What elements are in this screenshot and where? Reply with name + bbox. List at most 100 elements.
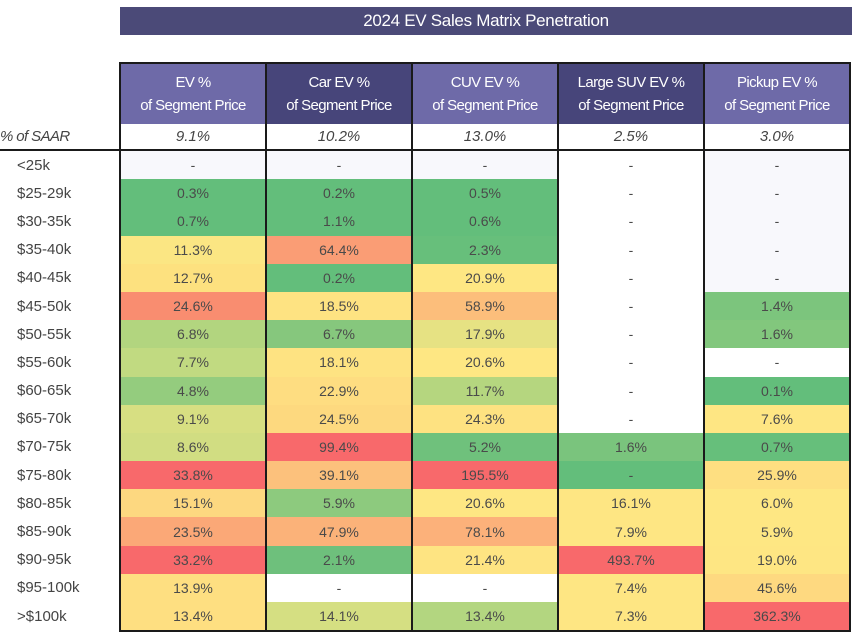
column-header-line2: of Segment Price xyxy=(578,97,684,114)
price-band-label: $90-95k xyxy=(0,545,120,574)
heatmap-cell-large-suv: 7.9% xyxy=(557,517,704,546)
table-row: $45-50k 24.6% 18.5% 58.9% -1.4% xyxy=(0,291,851,321)
heatmap-cell-pickup: 362.3% xyxy=(703,602,851,633)
heatmap-cell-large-suv: 493.7% xyxy=(557,545,704,574)
heatmap-cell-pickup: 45.6% xyxy=(703,573,851,602)
table-row: $60-65k 4.8% 22.9% 11.7% -0.1% xyxy=(0,376,851,405)
table-row: $90-95k 33.2% 2.1% 21.4% 493.7% 19.0% xyxy=(0,545,851,574)
heatmap-cell-pickup: - xyxy=(703,348,851,377)
column-header-large-suv: Large SUV EV % of Segment Price xyxy=(557,62,704,124)
heatmap-cell-ev: 4.8% xyxy=(119,376,266,405)
heatmap-cell-large-suv: 7.4% xyxy=(557,573,704,602)
table-row: $70-75k 8.6% 99.4% 5.2% 1.6% 0.7% xyxy=(0,432,851,462)
heatmap-cell-large-suv: - xyxy=(557,461,704,490)
heatmap-cell-car: 0.2% xyxy=(265,263,412,292)
heatmap-cell-cuv: 20.6% xyxy=(411,489,558,518)
heatmap-cell-large-suv: - xyxy=(557,320,704,349)
heatmap-cell-cuv: 20.9% xyxy=(411,263,558,292)
heatmap-cell-cuv: 11.7% xyxy=(411,376,558,405)
matrix-body: <25k - - - - - $25-29k 0.3% 0.2% 0.5% - - $30-35k 0.7… xyxy=(0,150,851,633)
price-band-label: $55-60k xyxy=(0,348,120,377)
price-band-label: $85-90k xyxy=(0,517,120,546)
heatmap-cell-large-suv: - xyxy=(557,404,704,433)
heatmap-cell-ev: 12.7% xyxy=(119,263,266,292)
heatmap-cell-large-suv: - xyxy=(557,179,704,208)
heatmap-cell-pickup: 1.6% xyxy=(703,320,851,349)
saar-value-cuv: 13.0% xyxy=(411,124,558,151)
table-row: $30-35k 0.7% 1.1% 0.6% - - xyxy=(0,207,851,236)
price-band-label: $25-29k xyxy=(0,179,120,208)
heatmap-cell-ev: 15.1% xyxy=(119,489,266,518)
table-row: <25k - - - - - xyxy=(0,150,851,180)
price-band-label: $80-85k xyxy=(0,489,120,518)
heatmap-cell-car: 18.5% xyxy=(265,291,412,321)
heatmap-cell-car: 2.1% xyxy=(265,545,412,574)
saar-value-car: 10.2% xyxy=(265,124,412,151)
heatmap-cell-ev: - xyxy=(119,150,266,180)
saar-value-ev: 9.1% xyxy=(119,124,266,151)
heatmap-cell-cuv: 21.4% xyxy=(411,545,558,574)
table-row: $55-60k 7.7% 18.1% 20.6% - - xyxy=(0,348,851,377)
heatmap-cell-ev: 24.6% xyxy=(119,291,266,321)
heatmap-cell-large-suv: - xyxy=(557,291,704,321)
price-band-label: $50-55k xyxy=(0,320,120,349)
column-header-car: Car EV % of Segment Price xyxy=(265,62,412,124)
heatmap-cell-large-suv: 16.1% xyxy=(557,489,704,518)
heatmap-cell-cuv: 195.5% xyxy=(411,461,558,490)
price-band-label: $45-50k xyxy=(0,291,120,321)
table-row: $35-40k 11.3% 64.4% 2.3% - - xyxy=(0,235,851,264)
price-band-label: $70-75k xyxy=(0,432,120,462)
column-header-row: EV % of Segment Price Car EV % of Segmen… xyxy=(0,62,851,124)
heatmap-cell-ev: 8.6% xyxy=(119,432,266,462)
heatmap-cell-ev: 6.8% xyxy=(119,320,266,349)
heatmap-cell-car: 0.2% xyxy=(265,179,412,208)
heatmap-cell-ev: 33.2% xyxy=(119,545,266,574)
column-header-line1: Large SUV EV % xyxy=(577,74,685,91)
saar-label: % of SAAR xyxy=(0,124,120,151)
heatmap-cell-cuv: - xyxy=(411,150,558,180)
heatmap-cell-pickup: - xyxy=(703,235,851,264)
heatmap-cell-car: 14.1% xyxy=(265,602,412,633)
heatmap-cell-cuv: 78.1% xyxy=(411,517,558,546)
heatmap-cell-car: - xyxy=(265,150,412,180)
table-row: $65-70k 9.1% 24.5% 24.3% -7.6% xyxy=(0,404,851,433)
heatmap-cell-pickup: - xyxy=(703,207,851,236)
heatmap-cell-cuv: 0.6% xyxy=(411,207,558,236)
heatmap-cell-pickup: 19.0% xyxy=(703,545,851,574)
heatmap-cell-large-suv: - xyxy=(557,376,704,405)
heatmap-cell-cuv: 13.4% xyxy=(411,602,558,633)
table-row: >$100k 13.4% 14.1% 13.4% 7.3% 362.3% xyxy=(0,602,851,633)
heatmap-cell-ev: 9.1% xyxy=(119,404,266,433)
heatmap-cell-pickup: 7.6% xyxy=(703,404,851,433)
table-row: $40-45k 12.7% 0.2% 20.9% - - xyxy=(0,263,851,292)
table-row: $25-29k 0.3% 0.2% 0.5% - - xyxy=(0,179,851,208)
column-header-ev: EV % of Segment Price xyxy=(119,62,266,124)
heatmap-cell-large-suv: - xyxy=(557,150,704,180)
column-header-line2: of Segment Price xyxy=(432,97,538,114)
heatmap-cell-cuv: 5.2% xyxy=(411,432,558,462)
table-row: $85-90k 23.5% 47.9% 78.1% 7.9% 5.9% xyxy=(0,517,851,546)
heatmap-cell-car: 39.1% xyxy=(265,461,412,490)
heatmap-cell-car: 5.9% xyxy=(265,489,412,518)
heatmap-cell-ev: 0.7% xyxy=(119,207,266,236)
heatmap-cell-cuv: 17.9% xyxy=(411,320,558,349)
column-header-line1: Car EV % xyxy=(308,74,370,91)
heatmap-cell-cuv: 2.3% xyxy=(411,235,558,264)
column-header-pickup: Pickup EV % of Segment Price xyxy=(703,62,851,124)
table-row: $50-55k 6.8% 6.7% 17.9% -1.6% xyxy=(0,320,851,349)
price-band-label: $95-100k xyxy=(0,573,120,602)
heatmap-cell-large-suv: - xyxy=(557,263,704,292)
heatmap-cell-pickup: 0.1% xyxy=(703,376,851,405)
heatmap-cell-cuv: - xyxy=(411,573,558,602)
heatmap-cell-ev: 7.7% xyxy=(119,348,266,377)
heatmap-cell-ev: 13.9% xyxy=(119,573,266,602)
heatmap-cell-pickup: 6.0% xyxy=(703,489,851,518)
column-header-line1: EV % xyxy=(175,74,211,91)
heatmap-cell-pickup: 1.4% xyxy=(703,291,851,321)
heatmap-cell-large-suv: 7.3% xyxy=(557,602,704,633)
heatmap-cell-car: 22.9% xyxy=(265,376,412,405)
column-header-line2: of Segment Price xyxy=(286,97,392,114)
penetration-matrix: EV % of Segment Price Car EV % of Segmen… xyxy=(0,62,851,633)
heatmap-cell-car: 47.9% xyxy=(265,517,412,546)
saar-row: % of SAAR 9.1% 10.2% 13.0% 2.5% 3.0% xyxy=(0,124,851,151)
